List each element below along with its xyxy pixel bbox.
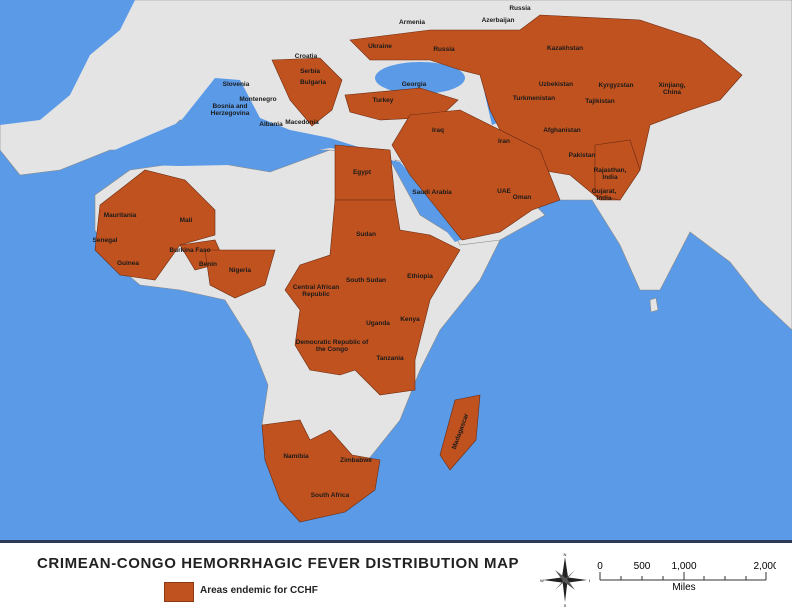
endemic-areas	[94, 14, 743, 523]
country-label: Afghanistan	[543, 127, 581, 134]
nigeria	[204, 249, 276, 299]
country-label: Central African Republic	[293, 284, 339, 298]
country-label: South Sudan	[346, 277, 386, 284]
balkans	[271, 57, 343, 127]
country-label: Egypt	[353, 169, 372, 176]
country-label: Turkey	[373, 97, 394, 104]
country-label: Albania	[259, 121, 283, 128]
country-labels: Russia Armenia Azerbaijan Ukraine Russia Kaza…	[93, 5, 686, 499]
country-label: Bosnia and Herzegovina	[211, 103, 250, 117]
country-label: Democratic Republic of the Congo	[296, 339, 369, 353]
western-india	[594, 139, 641, 201]
country-label: Uganda	[366, 320, 390, 327]
country-label: Kenya	[400, 316, 420, 323]
country-label: Kyrgyzstan	[598, 82, 633, 89]
country-label: Mali	[180, 217, 193, 224]
country-label: Bulgaria	[300, 79, 326, 86]
country-label: Croatia	[295, 53, 318, 60]
country-label: Nigeria	[229, 267, 251, 274]
country-label: Saudi Arabia	[412, 189, 452, 196]
country-label: Iraq	[432, 127, 444, 134]
country-label: Tajikistan	[585, 98, 615, 105]
country-label: Russia	[509, 5, 531, 12]
country-label: Ethiopia	[407, 273, 433, 280]
country-label: Montenegro	[239, 96, 276, 103]
country-label: Mauritania	[104, 212, 137, 219]
country-label: Turkmenistan	[513, 95, 555, 102]
country-label: Kazakhstan	[547, 45, 583, 52]
scale-bar: 0 500 1,000 2,000 Miles	[597, 561, 776, 593]
country-label: Gujarat, India	[592, 188, 617, 202]
country-label: Ukraine	[368, 43, 392, 50]
southern-africa	[261, 419, 381, 523]
west-africa	[94, 169, 216, 281]
country-label: Armenia	[399, 19, 425, 26]
country-label: Sudan	[356, 231, 376, 238]
scale-tick-500: 500	[634, 561, 651, 572]
legend-label: Areas endemic for CCHF	[200, 585, 318, 596]
scale-tick-1000: 1,000	[671, 561, 696, 572]
country-label: Serbia	[300, 68, 320, 75]
compass-w: W	[540, 578, 544, 583]
map-title: CRIMEAN-CONGO HEMORRHAGIC FEVER DISTRIBU…	[37, 555, 520, 572]
country-label: UAE	[497, 188, 511, 195]
compass-rose-icon: N S E W	[540, 552, 590, 607]
scale-unit: Miles	[672, 582, 695, 593]
north-atlantic	[0, 0, 135, 125]
red-sea	[390, 160, 465, 242]
country-label: South Africa	[311, 492, 350, 499]
compass-n: N	[564, 552, 567, 557]
compass-e: E	[589, 578, 590, 583]
madagascar	[439, 394, 481, 471]
country-label: Uzbekistan	[539, 81, 573, 88]
map[interactable]: Russia Armenia Azerbaijan Ukraine Russia Kaza…	[0, 0, 792, 540]
country-label: Zimbabwe	[340, 457, 372, 464]
country-label: Russia	[433, 46, 455, 53]
divider	[0, 540, 792, 543]
country-label: Xinjiang, China	[658, 82, 685, 96]
country-label: Oman	[513, 194, 531, 201]
scale-tick-0: 0	[597, 561, 603, 572]
country-label: Guinea	[117, 260, 139, 267]
mediterranean-sea	[110, 78, 390, 166]
legend-swatch	[164, 582, 194, 602]
middle-east	[391, 109, 561, 241]
country-label: Rajasthan, India	[594, 167, 627, 181]
compass-s: S	[564, 603, 567, 607]
sri-lanka	[649, 297, 659, 313]
scale-tick-2000: 2,000	[753, 561, 776, 572]
country-label: Macedonia	[285, 119, 319, 126]
country-label: Georgia	[402, 81, 427, 88]
country-label: Tanzania	[376, 355, 404, 362]
country-label: Pakistan	[569, 152, 596, 159]
country-label: Benin	[199, 261, 217, 268]
country-label: Slovenia	[223, 81, 250, 88]
country-label: Iran	[498, 138, 510, 145]
country-label: Senegal	[93, 237, 118, 244]
country-label: Namibia	[283, 453, 309, 460]
central-east-africa	[284, 199, 461, 396]
country-label: Burkina Faso	[169, 247, 210, 254]
black-sea	[375, 62, 465, 94]
country-label: Azerbaijan	[482, 17, 515, 24]
